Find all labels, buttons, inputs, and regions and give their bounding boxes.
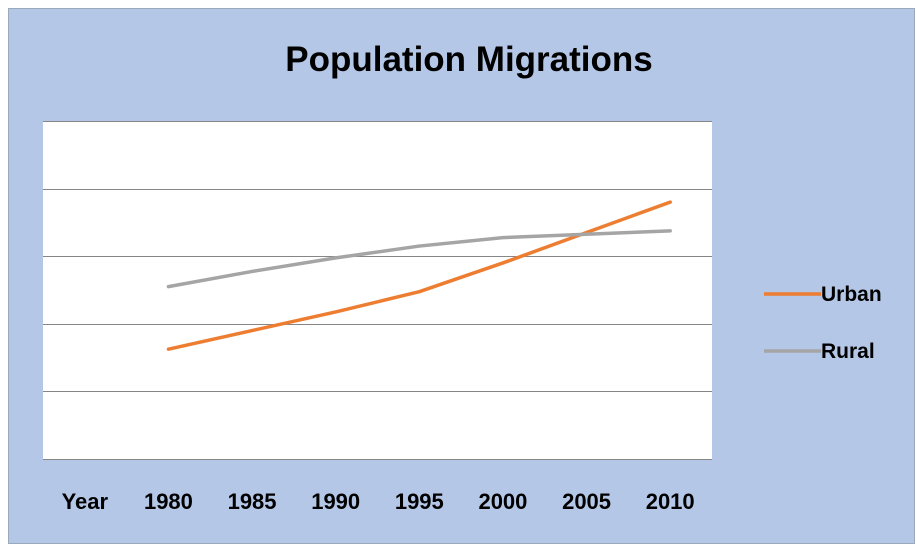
x-tick-label: 1995 bbox=[395, 489, 444, 514]
x-tick-label: 2010 bbox=[646, 489, 695, 514]
chart-area: Population Migrations Year 1980 1985 1990 19… bbox=[8, 8, 915, 544]
x-tick-label: 2005 bbox=[562, 489, 611, 514]
data-point-urban bbox=[501, 261, 505, 265]
data-point-rural bbox=[585, 232, 589, 236]
data-point-urban bbox=[166, 347, 170, 351]
data-point-rural bbox=[501, 236, 505, 240]
line-chart: Population Migrations Year 1980 1985 1990 19… bbox=[9, 9, 914, 543]
plot-area bbox=[43, 121, 712, 459]
legend-label: Rural bbox=[821, 340, 875, 363]
x-tick-label: 1980 bbox=[144, 489, 193, 514]
data-point-rural bbox=[250, 269, 254, 273]
legend: Urban Rural bbox=[764, 283, 882, 363]
gridlines bbox=[43, 121, 712, 460]
data-point-urban bbox=[417, 290, 421, 294]
x-axis-tick-labels: Year 1980 1985 1990 1995 2000 2005 2010 bbox=[62, 489, 695, 514]
data-point-urban bbox=[250, 329, 254, 333]
data-point-rural bbox=[417, 244, 421, 248]
series-lines bbox=[166, 200, 672, 351]
x-tick-label: 1990 bbox=[311, 489, 360, 514]
legend-label: Urban bbox=[821, 283, 882, 306]
x-tick-label: 1985 bbox=[228, 489, 277, 514]
data-point-rural bbox=[668, 229, 672, 233]
data-point-urban bbox=[668, 200, 672, 204]
data-point-rural bbox=[334, 256, 338, 260]
x-tick-label: Year bbox=[62, 489, 109, 514]
x-tick-label: 2000 bbox=[478, 489, 527, 514]
chart-title: Population Migrations bbox=[285, 40, 652, 79]
data-point-urban bbox=[334, 310, 338, 314]
data-point-rural bbox=[166, 285, 170, 289]
